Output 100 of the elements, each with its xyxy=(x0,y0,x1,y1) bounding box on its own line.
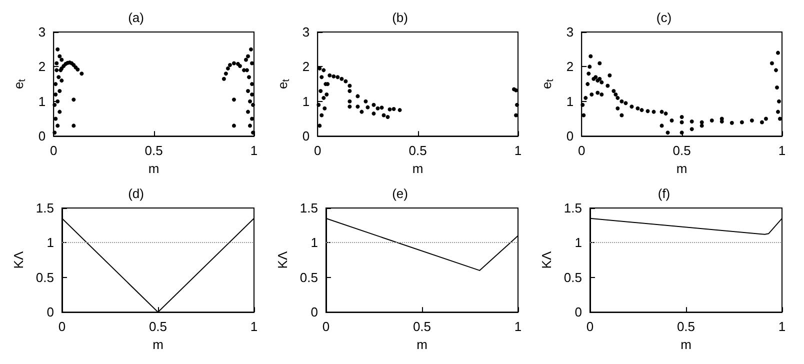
point xyxy=(620,113,624,118)
y-tick-label: 0 xyxy=(38,128,46,144)
point xyxy=(380,106,384,110)
point xyxy=(608,73,612,78)
point xyxy=(636,106,640,110)
point xyxy=(54,116,58,121)
point xyxy=(598,61,602,66)
point xyxy=(52,130,57,135)
point xyxy=(246,110,250,114)
point xyxy=(586,82,590,86)
point xyxy=(248,99,252,104)
point xyxy=(80,72,84,76)
point xyxy=(652,110,656,114)
point xyxy=(348,84,352,88)
point xyxy=(388,107,392,112)
point xyxy=(774,68,778,72)
point xyxy=(664,112,668,116)
point xyxy=(348,88,352,93)
y-tick-label: 1.5 xyxy=(300,200,318,216)
y-tick-label: 0 xyxy=(310,304,318,320)
point xyxy=(54,82,58,86)
y-tick-label: 0.5 xyxy=(300,270,318,285)
point xyxy=(56,47,60,52)
point xyxy=(250,116,254,121)
x-axis-title: m xyxy=(676,161,688,176)
point xyxy=(248,124,252,128)
point xyxy=(616,106,620,110)
y-tick-label: 0 xyxy=(574,304,582,320)
point xyxy=(56,75,61,80)
point xyxy=(580,102,585,107)
point xyxy=(232,98,236,102)
point xyxy=(680,115,684,120)
chart-title: (c) xyxy=(656,10,672,25)
point xyxy=(760,120,764,124)
point xyxy=(322,106,327,110)
x-tick-label: 1 xyxy=(514,319,522,334)
point xyxy=(584,96,588,100)
point xyxy=(515,102,519,107)
y-tick-label: 1 xyxy=(566,94,574,109)
x-tick-label: 1 xyxy=(250,319,258,334)
point xyxy=(249,47,253,52)
point xyxy=(398,108,402,112)
point xyxy=(582,113,586,118)
point xyxy=(336,75,340,80)
point xyxy=(322,68,326,72)
point xyxy=(606,84,610,88)
y-tick-label: 0.5 xyxy=(564,270,582,285)
y-tick-label: 0.5 xyxy=(36,270,54,285)
point xyxy=(386,115,390,120)
point xyxy=(228,62,232,67)
y-axis-title: KΛ xyxy=(275,251,290,269)
y-tick-label: 2 xyxy=(302,59,310,74)
y-axis-title: KΛ xyxy=(11,251,26,269)
y-tick-label: 1 xyxy=(46,235,54,250)
point xyxy=(366,105,370,110)
point xyxy=(660,124,664,128)
point xyxy=(596,90,600,95)
point xyxy=(246,54,250,58)
point xyxy=(382,113,386,118)
point xyxy=(778,116,782,121)
x-tick-label: 0.5 xyxy=(148,319,168,334)
point xyxy=(700,120,704,124)
point xyxy=(586,72,591,76)
point xyxy=(690,120,694,124)
y-tick-label: 2 xyxy=(566,59,574,74)
point xyxy=(250,61,254,66)
y-tick-label: 0 xyxy=(302,128,310,144)
chart-title: (e) xyxy=(392,186,408,201)
x-axis-title: m xyxy=(148,161,160,176)
point xyxy=(588,64,592,69)
point xyxy=(238,64,242,68)
point xyxy=(322,96,326,100)
chart-title: (a) xyxy=(128,10,144,25)
point xyxy=(58,88,62,93)
point xyxy=(60,78,64,83)
chart-title: (b) xyxy=(392,10,408,25)
point xyxy=(774,86,779,90)
x-axis-title: m xyxy=(680,337,692,352)
x-tick-label: 1 xyxy=(778,319,786,334)
point xyxy=(770,61,774,66)
point xyxy=(777,99,781,104)
point xyxy=(640,108,644,112)
x-tick-label: 0.5 xyxy=(412,319,432,334)
point xyxy=(246,75,251,80)
y-axis-title: KΛ xyxy=(539,251,554,269)
x-tick-label: 0 xyxy=(586,319,594,334)
x-tick-label: 0.5 xyxy=(144,143,163,158)
point xyxy=(60,58,64,62)
point xyxy=(590,92,594,96)
point xyxy=(612,88,616,93)
point xyxy=(318,124,322,128)
point xyxy=(58,54,62,58)
point xyxy=(660,110,664,114)
y-tick-label: 1 xyxy=(574,235,582,250)
x-tick-label: 1 xyxy=(514,143,522,158)
point xyxy=(56,99,60,104)
point xyxy=(58,110,62,114)
x-tick-label: 0.5 xyxy=(408,143,427,158)
point xyxy=(356,104,360,109)
x-tick-label: 0 xyxy=(322,319,330,334)
